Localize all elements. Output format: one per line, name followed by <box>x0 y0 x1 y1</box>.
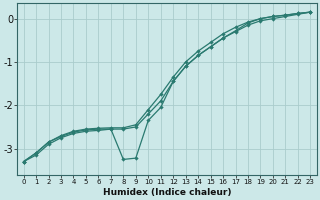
X-axis label: Humidex (Indice chaleur): Humidex (Indice chaleur) <box>103 188 231 197</box>
